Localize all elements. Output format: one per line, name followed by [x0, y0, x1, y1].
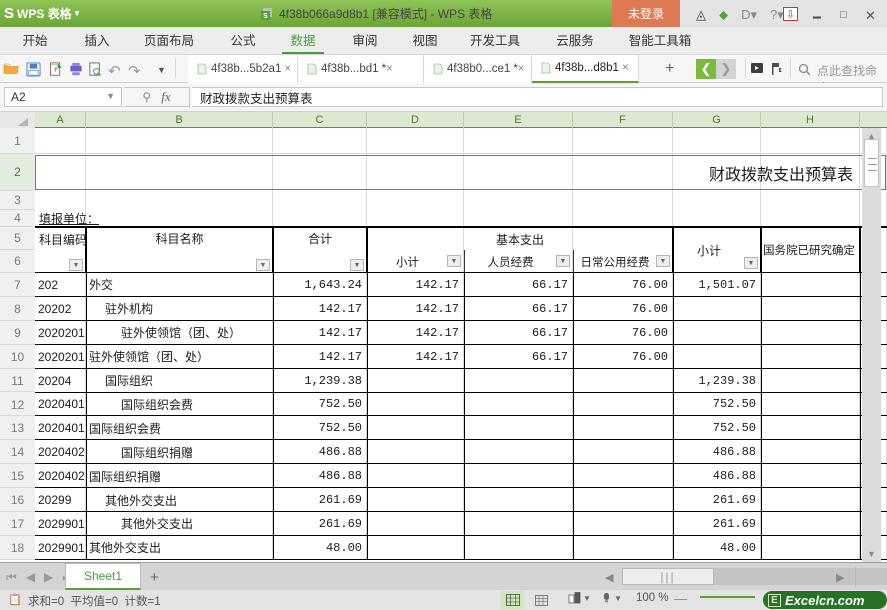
svg-text:S: S [263, 13, 268, 20]
svg-text:P: P [54, 66, 58, 73]
